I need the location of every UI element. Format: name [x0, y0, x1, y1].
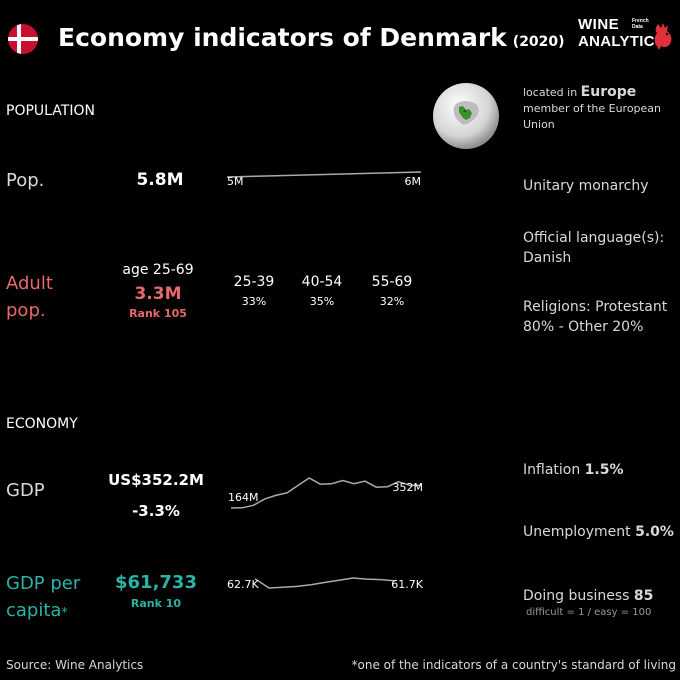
official-language: Official language(s): Danish	[523, 230, 665, 266]
pop-trend-end-label: 6M	[405, 175, 422, 188]
pop-trend-chart: 5M 6M	[226, 171, 422, 188]
logo-tag: French Data	[632, 18, 649, 30]
pop-label: Pop.	[6, 170, 45, 191]
gdp-trend-chart: 164M 352M	[228, 477, 424, 509]
standard-of-living-note: *one of the indicators of a country's st…	[351, 658, 676, 672]
gdp-per-capita-rank: Rank 10	[130, 597, 182, 610]
gdp-trend-line	[230, 477, 421, 509]
doing-business: Doing business 85	[523, 588, 654, 604]
gdp-trend-start-label: 164M	[228, 491, 259, 504]
gdp-per-capita-value: $61,733	[115, 572, 197, 593]
logo-line-2: ANALYTICS	[578, 33, 666, 50]
gdp-per-capita-label: GDP per capita*	[6, 573, 81, 621]
gdp-per-capita-trend-start-label: 62.7K	[227, 578, 259, 591]
pop-trend-line	[226, 171, 422, 178]
age-group-share: 33%	[241, 295, 267, 308]
population-section-title: POPULATION	[6, 103, 95, 119]
adult-pop-value: 3.3M	[134, 284, 182, 304]
adult-pop-rank: Rank 105	[129, 307, 187, 320]
gdp-per-capita-trend-line	[254, 577, 396, 589]
age-group-range: 55-69	[371, 274, 413, 290]
doing-business-note: difficult = 1 / easy = 100	[526, 607, 652, 618]
age-group-share: 35%	[309, 295, 335, 308]
title-text: Economy indicators of Denmark	[58, 23, 507, 52]
logo-line-1: WINE	[578, 16, 620, 33]
denmark-flag-icon	[8, 24, 38, 54]
age-group-range: 25-39	[233, 274, 275, 290]
government-type: Unitary monarchy	[523, 178, 649, 194]
religions: Religions: Protestant 80% - Other 20%	[523, 299, 668, 335]
pop-value: 5.8M	[136, 170, 184, 190]
wine-analytics-logo: WINE French Data ANALYTICS	[576, 16, 676, 56]
age-group-range: 40-54	[301, 274, 343, 290]
adult-age-range: age 25-69	[122, 262, 194, 278]
location-info: located in Europe member of the European…	[523, 84, 662, 131]
economy-section-title: ECONOMY	[6, 416, 78, 432]
gdp-value: US$352.2M	[108, 471, 204, 489]
title-year: (2020)	[512, 34, 565, 50]
gdp-per-capita-trend-end-label: 61.7K	[391, 578, 423, 591]
age-group-share: 32%	[379, 295, 405, 308]
pop-trend-start-label: 5M	[227, 175, 244, 188]
gdp-trend-end-label: 352M	[393, 481, 424, 494]
gdp-change: -3.3%	[132, 502, 180, 520]
inflation: Inflation 1.5%	[523, 462, 624, 478]
page-title: Economy indicators of Denmark (2020)	[58, 23, 565, 52]
adult-pop-label: Adult pop.	[6, 273, 53, 321]
gdp-label: GDP	[6, 480, 45, 501]
europe-globe-icon	[433, 83, 499, 149]
source-footer: Source: Wine Analytics	[6, 658, 144, 672]
gdp-per-capita-trend-chart: 62.7K 61.7K	[227, 577, 424, 591]
unemployment: Unemployment 5.0%	[523, 524, 674, 540]
rooster-icon	[654, 23, 672, 50]
